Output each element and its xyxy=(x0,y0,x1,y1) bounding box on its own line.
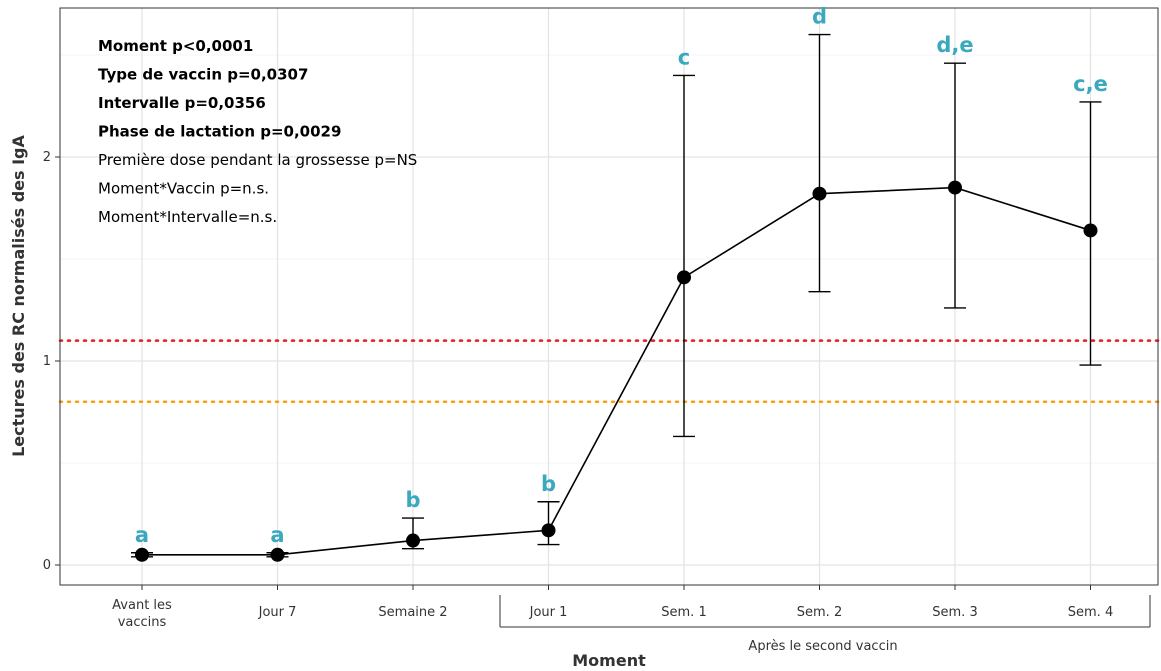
y-tick-label: 1 xyxy=(43,354,51,369)
x-tick-label: Jour 7 xyxy=(258,605,297,620)
x-tick-label: Sem. 1 xyxy=(661,605,706,620)
sig-letter: a xyxy=(270,523,284,547)
plot-panel-border xyxy=(59,7,1159,586)
y-tick-label: 2 xyxy=(43,150,51,165)
data-point xyxy=(135,547,149,562)
data-point xyxy=(1083,223,1098,238)
data-point xyxy=(812,186,827,201)
annotation-line: Première dose pendant la grossesse p=NS xyxy=(98,151,417,169)
x-axis-title: Moment xyxy=(572,651,646,670)
annotation-line: Moment p<0,0001 xyxy=(98,37,253,55)
x-tick-label: Avant les vaccins xyxy=(112,598,172,630)
x-group: Après le second vaccin xyxy=(499,595,1151,654)
y-axis-title: Lectures des RC normalisés des IgA xyxy=(9,134,28,456)
data-point xyxy=(948,180,962,195)
y-tick-label: 0 xyxy=(43,558,51,573)
axes: 0 1 2 Avant les vaccins Jour 7 Semaine 2 Jour 1… xyxy=(43,150,1114,630)
annotation-line: Intervalle p=0,0356 xyxy=(98,94,266,112)
x-group-label: Après le second vaccin xyxy=(748,639,897,654)
sig-letter: d xyxy=(812,5,827,29)
reference-lines xyxy=(58,339,1160,404)
annotation-line: Type de vaccin p=0,0307 xyxy=(98,66,308,84)
annotation-line: Phase de lactation p=0,0029 xyxy=(98,123,341,141)
x-tick-label: Sem. 2 xyxy=(797,605,842,620)
data-point xyxy=(677,270,691,285)
x-tick-label: Sem. 4 xyxy=(1068,605,1113,620)
sig-letter: b xyxy=(405,488,420,512)
series-layer: a a b b c d d,e c,e xyxy=(131,5,1108,562)
sig-letter: d,e xyxy=(936,33,973,57)
x-tick-label: Jour 1 xyxy=(529,605,568,620)
sig-letter: c xyxy=(678,45,690,69)
annotations: Moment p<0,0001 Type de vaccin p=0,0307 In… xyxy=(98,37,417,226)
annotation-line: Moment*Vaccin p=n.s. xyxy=(98,180,269,198)
data-point xyxy=(270,547,285,562)
series-line xyxy=(142,186,1091,556)
x-tick-label: Sem. 3 xyxy=(932,605,977,620)
x-tick-label: Semaine 2 xyxy=(378,605,447,620)
data-point xyxy=(406,533,420,548)
sig-letter: c,e xyxy=(1073,72,1108,96)
sig-letter: a xyxy=(135,523,149,547)
sig-letter: b xyxy=(541,472,556,496)
data-point xyxy=(541,523,556,538)
annotation-line: Moment*Intervalle=n.s. xyxy=(98,208,277,226)
